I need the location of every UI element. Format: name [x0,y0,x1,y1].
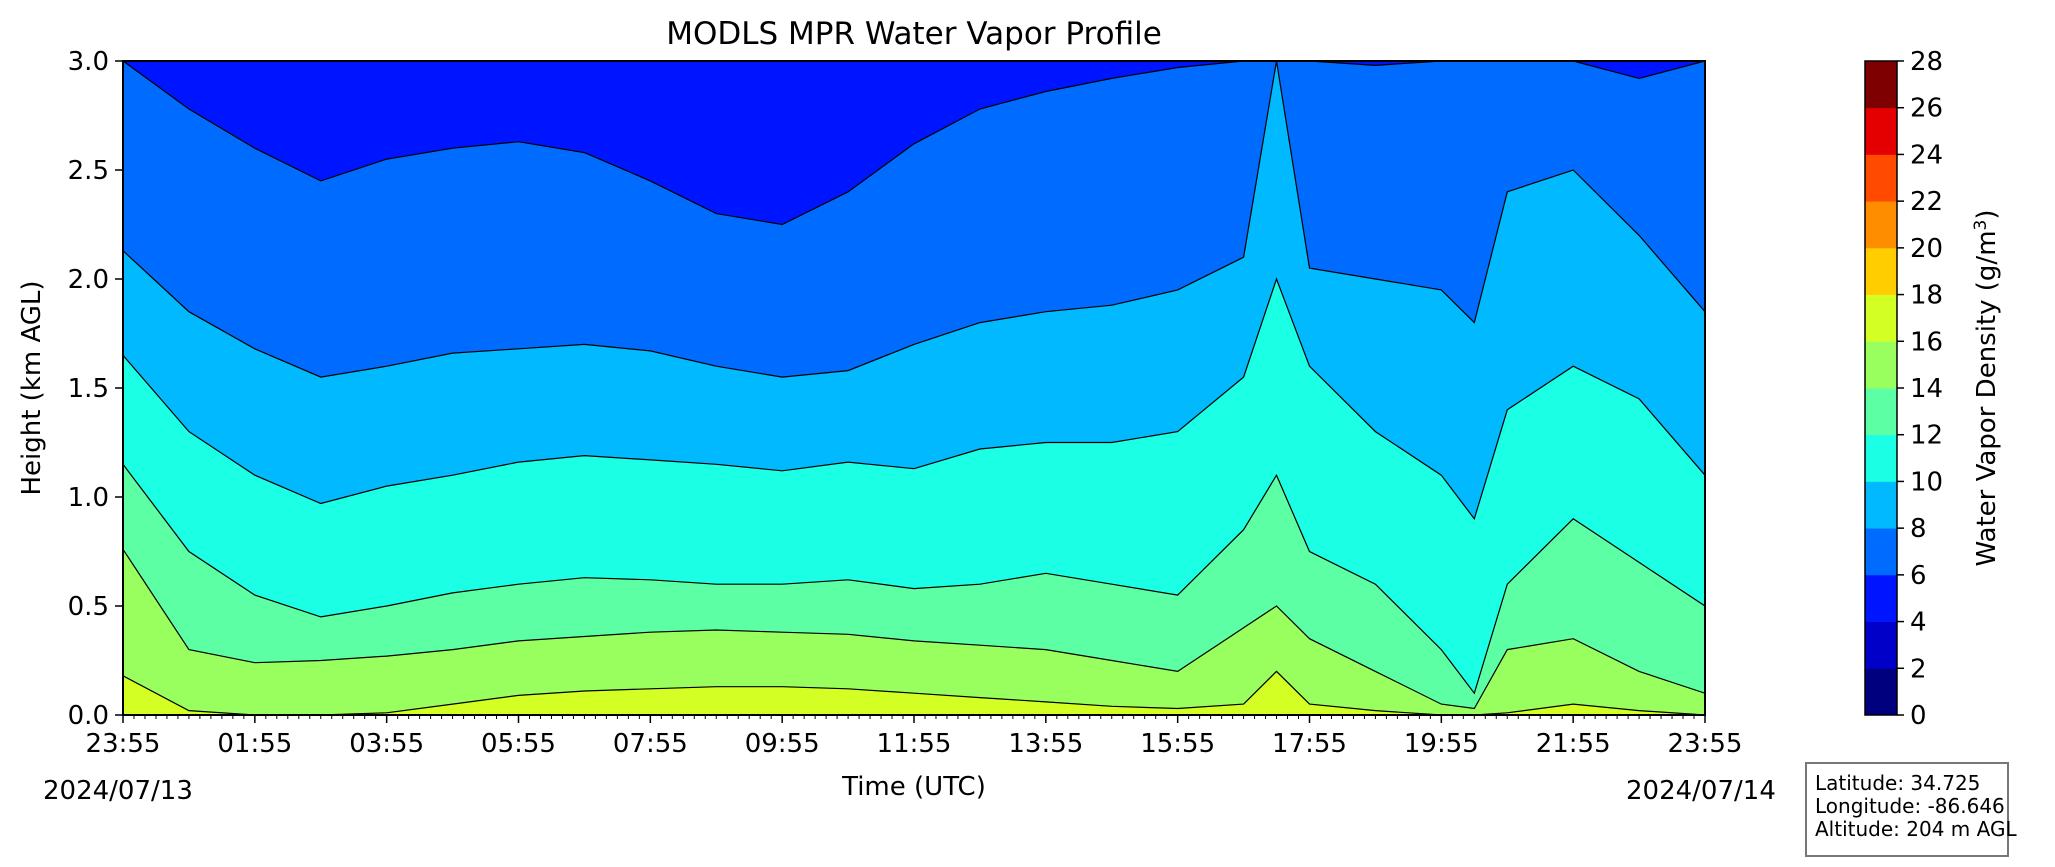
x-tick-label: 07:55 [613,729,688,759]
x-tick-label: 23:55 [1668,729,1743,759]
end-date-label: 2024/07/14 [1626,776,1776,806]
x-tick-label: 11:55 [877,729,952,759]
colorbar-segment-8-10 [1865,481,1897,529]
x-tick-label: 13:55 [1008,729,1083,759]
colorbar-tick-label: 28 [1910,47,1943,77]
colorbar-tick-label: 2 [1910,654,1927,684]
colorbar-segment-2-4 [1865,621,1897,669]
colorbar-tick-label: 24 [1910,140,1943,170]
location-info-box: Latitude: 34.725 Longitude: -86.646 Alti… [1805,762,2017,857]
x-tick-label: 05:55 [481,729,556,759]
colorbar-tick-label: 26 [1910,94,1943,124]
colorbar-segment-18-20 [1865,247,1897,295]
x-tick-label: 01:55 [217,729,292,759]
colorbar-segment-12-14 [1865,388,1897,436]
colorbar-label: Water Vapor Density (g/m3) [1971,209,2002,566]
colorbar-tick-label: 6 [1910,561,1927,591]
colorbar-segment-14-16 [1865,341,1897,389]
latitude-text: Latitude: 34.725 [1815,771,1981,795]
longitude-text: Longitude: -86.646 [1815,794,2005,818]
x-tick-label: 17:55 [1272,729,1347,759]
colorbar-tick-label: 22 [1910,187,1943,217]
x-axis: 23:55 01:55 03:55 05:55 07:55 09:55 11:55 13:55… [86,715,1743,759]
x-tick-label: 19:55 [1404,729,1479,759]
colorbar-segment-26-28 [1865,61,1897,109]
y-tick-label: 0.0 [68,701,109,731]
colorbar-segment-6-8 [1865,528,1897,576]
y-tick-label: 2.5 [68,156,109,186]
colorbar-tick-label: 0 [1910,701,1927,731]
y-tick-label: 1.0 [68,483,109,513]
colorbar-segment-22-24 [1865,154,1897,202]
colorbar-segment-20-22 [1865,201,1897,249]
x-tick-label: 15:55 [1140,729,1215,759]
colorbar-tick-label: 20 [1910,234,1943,264]
colorbar-segment-16-18 [1865,294,1897,342]
y-axis-label: Height (km AGL) [17,280,47,495]
colorbar-segment-10-12 [1865,434,1897,482]
altitude-text: Altitude: 204 m AGL [1815,817,2017,841]
start-date-label: 2024/07/13 [43,776,193,806]
x-axis-label: Time (UTC) [841,772,986,802]
colorbar-segment-24-26 [1865,107,1897,155]
colorbar-tick-label: 10 [1910,467,1943,497]
colorbar-segment-0-2 [1865,668,1897,716]
colorbar-tick-label: 18 [1910,281,1943,311]
y-tick-label: 3.0 [68,47,109,77]
y-tick-label: 1.5 [68,374,109,404]
colorbar-segment-4-6 [1865,574,1897,622]
band-14-16 [123,548,1705,715]
colorbar-tick-label: 8 [1910,514,1927,544]
contour-plot-area [123,61,1705,715]
y-tick-label: 0.5 [68,592,109,622]
y-axis: 0.0 0.5 1.0 1.5 2.0 2.5 3.0 [68,47,123,731]
x-tick-label: 09:55 [745,729,820,759]
x-tick-label: 23:55 [86,729,161,759]
chart-title: MODLS MPR Water Vapor Profile [666,16,1162,52]
colorbar-tick-label: 16 [1910,327,1943,357]
x-tick-label: 21:55 [1536,729,1611,759]
colorbar-tick-label: 4 [1910,608,1927,638]
colorbar-tick-label: 12 [1910,421,1943,451]
colorbar-tick-label: 14 [1910,374,1943,404]
x-tick-label: 03:55 [349,729,424,759]
y-tick-label: 2.0 [68,265,109,295]
